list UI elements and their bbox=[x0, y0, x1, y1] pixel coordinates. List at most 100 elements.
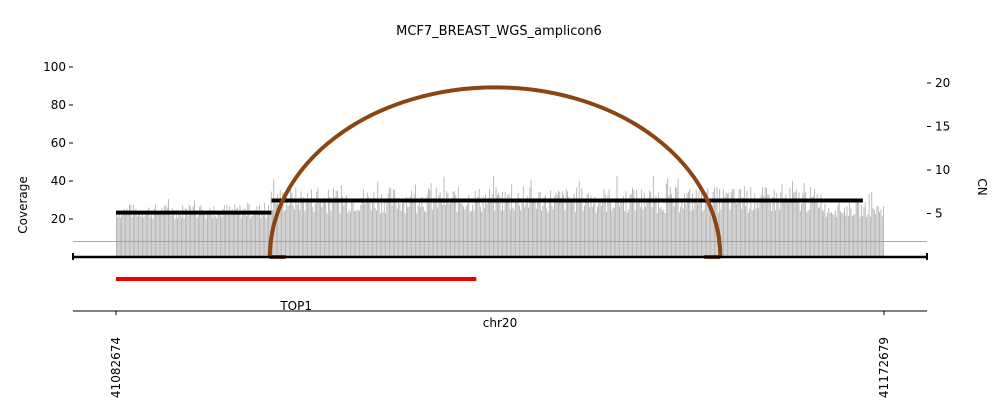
coverage-bar bbox=[624, 210, 626, 257]
y-tick-label: 60 bbox=[51, 136, 66, 150]
coverage-bar bbox=[833, 214, 835, 257]
coverage-bar bbox=[721, 199, 723, 257]
coverage-bar bbox=[165, 204, 167, 257]
coverage-bar bbox=[638, 201, 640, 257]
coverage-bar bbox=[587, 192, 589, 257]
coverage-bar bbox=[264, 202, 266, 257]
coverage-bar bbox=[407, 206, 409, 257]
coverage-bar bbox=[725, 192, 727, 257]
coverage-bar bbox=[396, 208, 398, 257]
coverage-bar bbox=[548, 197, 550, 257]
coverage-bar bbox=[793, 192, 795, 257]
y-axis-label: Coverage bbox=[16, 176, 30, 234]
gene-layer: TOP1 bbox=[116, 277, 477, 313]
coverage-bar bbox=[247, 202, 249, 257]
x-axis-label: chr20 bbox=[483, 316, 517, 330]
coverage-bar bbox=[148, 207, 150, 257]
coverage-bar bbox=[359, 210, 360, 257]
coverage-bar bbox=[292, 205, 294, 257]
coverage-bar bbox=[169, 214, 171, 257]
coverage-bar bbox=[330, 210, 332, 257]
coverage-bar bbox=[703, 209, 705, 257]
coverage-bar bbox=[226, 205, 228, 257]
coverage-bar bbox=[545, 195, 546, 257]
coverage-bar bbox=[429, 189, 431, 257]
coverage-bar bbox=[331, 201, 333, 257]
coverage-bar bbox=[376, 210, 377, 257]
coverage-bar bbox=[855, 202, 857, 257]
coverage-bar bbox=[300, 191, 302, 257]
coverage-bar bbox=[580, 200, 581, 257]
coverage-bar bbox=[476, 202, 477, 257]
coverage-bar bbox=[529, 187, 531, 257]
gene-label: TOP1 bbox=[279, 299, 312, 313]
coverage-bar bbox=[170, 215, 172, 257]
coverage-bar bbox=[706, 191, 708, 257]
coverage-bar bbox=[763, 196, 765, 257]
coverage-bar bbox=[756, 199, 758, 257]
coverage-bar bbox=[318, 200, 320, 257]
coverage-bar bbox=[158, 212, 160, 257]
coverage-bar bbox=[621, 199, 623, 257]
coverage-bar bbox=[157, 212, 159, 257]
coverage-bar bbox=[850, 208, 852, 257]
coverage-bar bbox=[615, 199, 617, 257]
coverage-bar bbox=[543, 196, 545, 257]
coverage-bar bbox=[767, 194, 769, 257]
coverage-bar bbox=[681, 199, 683, 257]
coverage-bar bbox=[494, 210, 496, 257]
coverage-bar bbox=[299, 210, 301, 257]
coverage-bar bbox=[771, 211, 773, 257]
y-tick-label: 100 bbox=[43, 60, 66, 74]
coverage-bar bbox=[337, 190, 338, 257]
coverage-bar bbox=[724, 196, 726, 257]
coverage-bar bbox=[187, 215, 189, 257]
coverage-bar bbox=[365, 200, 367, 257]
coverage-bar bbox=[581, 188, 583, 257]
coverage-bar bbox=[762, 187, 763, 257]
coverage-bar bbox=[174, 218, 176, 257]
cn-layer bbox=[72, 85, 928, 260]
coverage-bar bbox=[446, 191, 448, 257]
coverage-bar bbox=[667, 178, 669, 257]
coverage-bar bbox=[238, 211, 240, 257]
coverage-bar bbox=[381, 194, 383, 257]
coverage-bar bbox=[694, 199, 696, 257]
coverage-bar bbox=[745, 206, 747, 257]
y2-axis-label: CN bbox=[975, 178, 989, 195]
coverage-bar bbox=[710, 213, 711, 257]
coverage-bar bbox=[153, 208, 155, 257]
coverage-bar bbox=[420, 207, 422, 257]
coverage-bar bbox=[546, 208, 548, 257]
coverage-bar bbox=[308, 201, 310, 257]
coverage-bar bbox=[611, 210, 613, 257]
coverage-bar bbox=[117, 217, 119, 257]
coverage-bar bbox=[229, 207, 230, 257]
coverage-bar bbox=[216, 218, 217, 257]
coverage-bar bbox=[244, 208, 246, 257]
coverage-bar bbox=[261, 211, 263, 257]
coverage-bar bbox=[859, 216, 861, 257]
coverage-bar bbox=[147, 209, 149, 257]
coverage-bar bbox=[663, 209, 665, 257]
coverage-bar bbox=[321, 206, 323, 257]
coverage-bar bbox=[530, 179, 532, 257]
coverage-bar bbox=[814, 188, 815, 257]
coverage-bar bbox=[753, 210, 754, 257]
coverage-bar bbox=[178, 212, 180, 257]
coverage-bar bbox=[447, 193, 449, 257]
coverage-bar bbox=[590, 195, 592, 257]
coverage-bar bbox=[824, 203, 826, 257]
coverage-bar bbox=[439, 192, 441, 257]
coverage-bar bbox=[490, 202, 492, 257]
coverage-bar bbox=[286, 197, 288, 257]
coverage-bar bbox=[693, 209, 695, 257]
coverage-bar bbox=[743, 186, 745, 257]
coverage-bar bbox=[646, 200, 648, 257]
coverage-bar bbox=[811, 196, 813, 257]
coverage-bar bbox=[632, 187, 633, 257]
coverage-bar bbox=[493, 175, 494, 257]
coverage-bar bbox=[851, 216, 853, 257]
coverage-bar bbox=[210, 214, 212, 257]
coverage-bar bbox=[871, 191, 873, 257]
